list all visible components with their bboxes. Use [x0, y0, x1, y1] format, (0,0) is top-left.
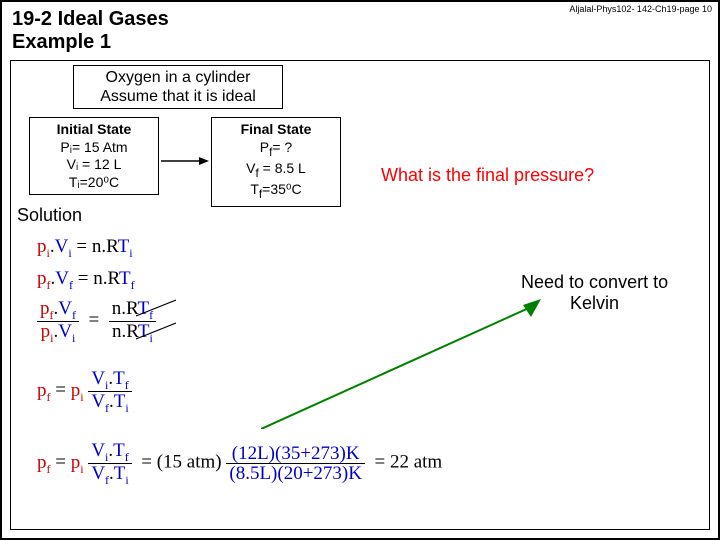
state-arrow-icon [161, 155, 209, 167]
final-state-box: Final State Pf= ? Vf = 8.5 L Tf=35⁰C [211, 117, 341, 207]
equation-1: pi.Vi = n.RTi [37, 237, 133, 259]
question-text: What is the final pressure? [381, 165, 594, 186]
initial-temperature: Tᵢ=20⁰C [32, 174, 156, 192]
assumption-line-2: Assume that it is ideal [100, 88, 256, 105]
initial-state-label: Initial State [32, 121, 156, 139]
kelvin-note: Need to convert to Kelvin [521, 272, 668, 313]
final-volume: Vf = 8.5 L [214, 160, 338, 181]
equation-5: pf = pi Vi.Tf Vf.Ti = (15 atm) (12L)(35+… [37, 441, 442, 486]
page-reference: Aljalal-Phys102- 142-Ch19-page 10 [569, 4, 712, 14]
strike-nr-2 [136, 321, 176, 341]
title-line-1: 19-2 Ideal Gases [12, 8, 169, 30]
page-title: 19-2 Ideal Gases Example 1 [12, 8, 169, 54]
assumption-line-1: Oxygen in a cylinder [106, 69, 251, 86]
content-frame: Oxygen in a cylinder Assume that it is i… [10, 60, 710, 530]
assumption-box: Oxygen in a cylinder Assume that it is i… [73, 65, 283, 109]
kelvin-line-1: Need to convert to [521, 272, 668, 292]
solution-label: Solution [17, 205, 82, 226]
strike-nr-1 [136, 298, 176, 318]
initial-volume: Vᵢ = 12 L [32, 156, 156, 174]
equation-4: pf = pi Vi.Tf Vf.Ti [37, 369, 132, 414]
final-state-label: Final State [214, 121, 338, 139]
green-arrow-icon [261, 299, 541, 429]
kelvin-line-2: Kelvin [570, 293, 619, 313]
initial-pressure: Pᵢ= 15 Atm [32, 139, 156, 157]
title-line-2: Example 1 [12, 31, 111, 53]
final-temperature: Tf=35⁰C [214, 181, 338, 202]
equation-2: pf.Vf = n.RTf [37, 269, 135, 291]
final-pressure: Pf= ? [214, 139, 338, 160]
initial-state-box: Initial State Pᵢ= 15 Atm Vᵢ = 12 L Tᵢ=20… [29, 117, 159, 195]
